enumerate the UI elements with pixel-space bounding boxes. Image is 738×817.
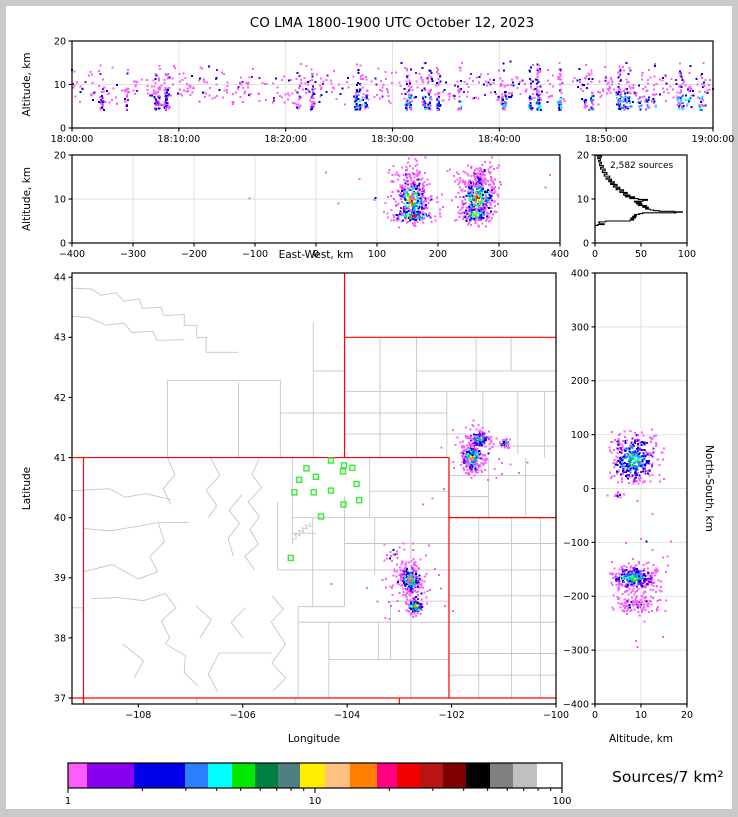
figure-background [6,6,732,809]
svg-text:400: 400 [551,249,569,260]
lma-station-marker [310,489,317,496]
svg-text:20: 20 [54,150,66,161]
svg-text:0: 0 [592,710,598,721]
svg-text:18:50:00: 18:50:00 [585,134,628,145]
svg-text:0: 0 [583,238,589,249]
svg-text:20: 20 [577,150,589,161]
svg-text:300: 300 [490,249,508,260]
svg-text:50: 50 [635,249,647,260]
svg-text:100: 100 [571,430,589,441]
svg-text:East-West, km: East-West, km [279,249,354,261]
svg-text:1: 1 [65,796,71,807]
svg-text:200: 200 [429,249,447,260]
svg-text:0: 0 [60,238,66,249]
panel-map: −108 −106 −104 −102 −100 37 38 39 40 41 42 43 44 Lati… [21,272,569,745]
svg-text:0: 0 [60,123,66,134]
svg-text:19:00:00: 19:00:00 [692,134,735,145]
svg-text:Altitude, km: Altitude, km [21,52,33,116]
svg-text:0: 0 [313,249,319,260]
svg-text:39: 39 [54,573,66,584]
svg-text:10: 10 [309,796,322,807]
svg-text:400: 400 [571,268,589,279]
svg-text:18:30:00: 18:30:00 [371,134,414,145]
svg-text:−300: −300 [563,646,589,657]
svg-text:18:00:00: 18:00:00 [51,134,94,145]
svg-text:10: 10 [54,194,66,205]
lma-station-marker [339,468,347,475]
svg-text:−300: −300 [120,249,146,260]
lma-station-marker [312,473,320,480]
lma-station-marker [355,497,363,504]
svg-text:−400: −400 [59,249,85,260]
svg-text:20: 20 [54,36,66,47]
lma-station-marker [353,480,360,488]
svg-text:−400: −400 [563,699,589,710]
svg-text:Longitude: Longitude [288,733,340,745]
svg-text:−102: −102 [439,710,465,721]
svg-text:42: 42 [54,393,66,404]
svg-text:0: 0 [583,484,589,495]
panel-ns-height: 0 10 20 −400 −300 −200 −100 0 100 200 300 400 North-… [563,268,715,745]
sources-count-annotation: 2,582 sources [610,161,674,171]
svg-text:−104: −104 [334,710,360,721]
lma-station-marker [317,513,325,520]
svg-text:North-South, km: North-South, km [703,445,715,532]
svg-text:0: 0 [592,249,598,260]
svg-text:37: 37 [54,693,66,704]
svg-text:10: 10 [577,194,589,205]
svg-text:−200: −200 [563,592,589,603]
figure-title: CO LMA 1800-1900 UTC October 12, 2023 [250,15,534,31]
svg-text:41: 41 [54,453,66,464]
lma-station-marker [327,487,335,494]
svg-text:10: 10 [635,710,647,721]
svg-text:Latitude: Latitude [21,467,33,510]
svg-text:100: 100 [368,249,386,260]
svg-text:20: 20 [681,710,693,721]
svg-text:−108: −108 [125,710,151,721]
lma-station-marker [291,489,298,496]
svg-text:−100: −100 [242,249,268,260]
svg-text:44: 44 [54,273,66,284]
lma-station-marker [349,464,356,471]
lma-station-marker [340,501,347,508]
lma-station-marker [295,476,303,483]
svg-text:Altitude, km: Altitude, km [21,167,33,231]
svg-text:Altitude, km: Altitude, km [609,733,673,745]
lma-station-marker [287,554,294,562]
panel-alt-histogram: 0 50 100 0 10 20 [577,150,696,260]
svg-text:−106: −106 [230,710,256,721]
lma-station-marker [327,457,335,464]
svg-text:100: 100 [678,249,696,260]
svg-text:18:40:00: 18:40:00 [478,134,521,145]
svg-text:38: 38 [54,633,66,644]
colorbar: 1 10 100 [65,762,572,807]
svg-text:200: 200 [571,376,589,387]
svg-text:300: 300 [571,322,589,333]
svg-text:43: 43 [54,333,66,344]
chart-render-root: 18:00:00 18:10:00 18:20:00 18:30:00 18:40:00… [21,36,734,807]
panel-time-height: 18:00:00 18:10:00 18:20:00 18:30:00 18:40:00… [21,36,734,145]
lma-station-marker [303,465,310,472]
svg-text:10: 10 [54,80,66,91]
colorbar-label: Sources/7 km² [612,768,724,786]
lma-station-marker [340,462,348,469]
svg-text:100: 100 [552,796,571,807]
svg-text:18:10:00: 18:10:00 [157,134,200,145]
svg-text:40: 40 [54,513,66,524]
svg-text:−100: −100 [563,538,589,549]
svg-text:−200: −200 [181,249,207,260]
svg-text:−100: −100 [543,710,569,721]
panel-ew-height: −400 −300 −200 −100 0 100 200 300 400 0 10 20 Altitu… [21,150,569,261]
svg-text:18:20:00: 18:20:00 [264,134,307,145]
